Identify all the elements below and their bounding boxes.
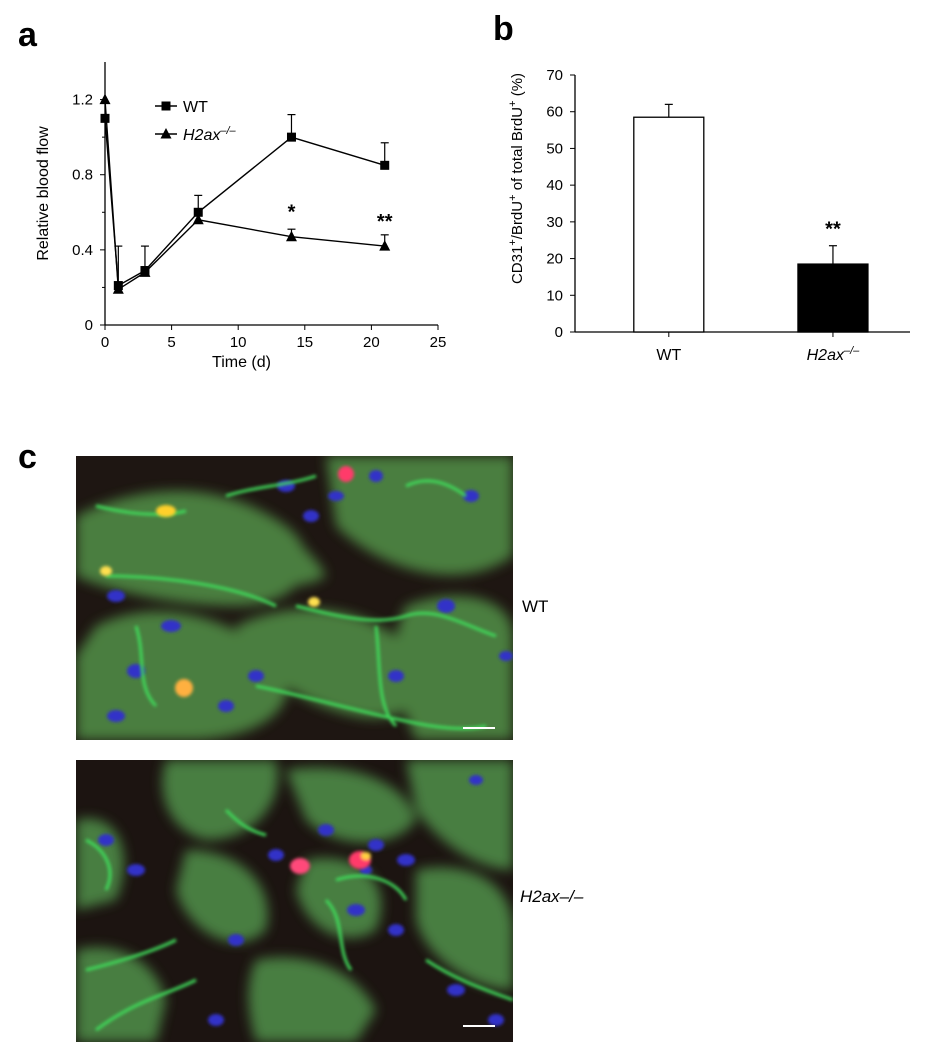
series-line-h2ax	[104, 99, 385, 291]
scale-bar-wt	[463, 727, 495, 729]
significance-mark: *	[288, 202, 296, 224]
panel-label-c: c	[18, 438, 37, 476]
x-tick-label: 10	[230, 334, 247, 351]
x-tick-label-h2ax: H2ax–/–	[807, 345, 861, 364]
significance-mark: **	[825, 219, 841, 241]
micrograph-label-h2ax: H2ax–/–	[520, 887, 584, 906]
x-tick-label: 25	[430, 334, 447, 351]
y-tick-label: 10	[546, 287, 563, 304]
legend-marker-wt	[161, 101, 171, 111]
bar-h2ax	[797, 263, 869, 333]
significance-mark: **	[377, 211, 393, 233]
panel-label-a: a	[18, 16, 37, 54]
data-point-wt	[286, 132, 296, 142]
data-point-h2ax	[112, 283, 124, 294]
data-point-h2ax	[379, 240, 391, 251]
series-line-wt	[104, 118, 385, 287]
data-point-h2ax	[192, 213, 204, 225]
y-tick-label: 60	[546, 104, 563, 121]
x-tick-label: 20	[363, 334, 380, 351]
bar-chart-cd31-brdu: 0 10 20 30 40 50 60 70 CD31+/BrdU+ of total BrdU…	[507, 67, 910, 364]
data-point-h2ax	[99, 93, 111, 105]
scale-bar-h2ax	[463, 1025, 495, 1027]
x-tick-label: 0	[101, 334, 109, 351]
legend-label-h2ax: H2ax–/–	[183, 125, 237, 144]
x-tick-label: 15	[296, 334, 313, 351]
y-tick-label: 0	[85, 317, 93, 334]
y-tick-label: 0.8	[72, 167, 93, 184]
line-chart-blood-flow: 0 5 10 15 20 25 0 0.4 0.8 1.2 Time (d) Relative blo…	[35, 62, 447, 371]
data-point-h2ax	[285, 230, 297, 242]
y-axis-label: Relative blood flow	[35, 126, 52, 261]
y-axis-label: CD31+/BrdU+ of total BrdU+ (%)	[507, 73, 526, 284]
data-point-wt	[100, 113, 110, 123]
micrograph-wt	[76, 456, 513, 740]
y-tick-label: 0.4	[72, 242, 93, 259]
bar-wt	[633, 116, 705, 333]
data-point-wt	[193, 207, 203, 217]
legend-marker-h2ax	[160, 128, 172, 139]
x-tick-label: 5	[167, 334, 175, 351]
y-tick-label: 0	[555, 324, 563, 341]
micrograph-h2ax	[76, 760, 513, 1042]
y-tick-label: 20	[546, 251, 563, 268]
x-tick-label-wt: WT	[656, 347, 681, 364]
panel-label-b: b	[493, 10, 514, 48]
y-tick-label: 70	[546, 67, 563, 84]
legend-label-wt: WT	[183, 99, 208, 116]
data-point-h2ax	[139, 266, 151, 277]
x-axis-label: Time (d)	[212, 354, 271, 371]
data-point-wt	[380, 160, 390, 170]
y-tick-label: 30	[546, 214, 563, 231]
micrograph-label-wt: WT	[522, 597, 549, 616]
y-tick-label: 1.2	[72, 92, 93, 109]
y-tick-label: 50	[546, 140, 563, 157]
y-tick-label: 40	[546, 177, 563, 194]
